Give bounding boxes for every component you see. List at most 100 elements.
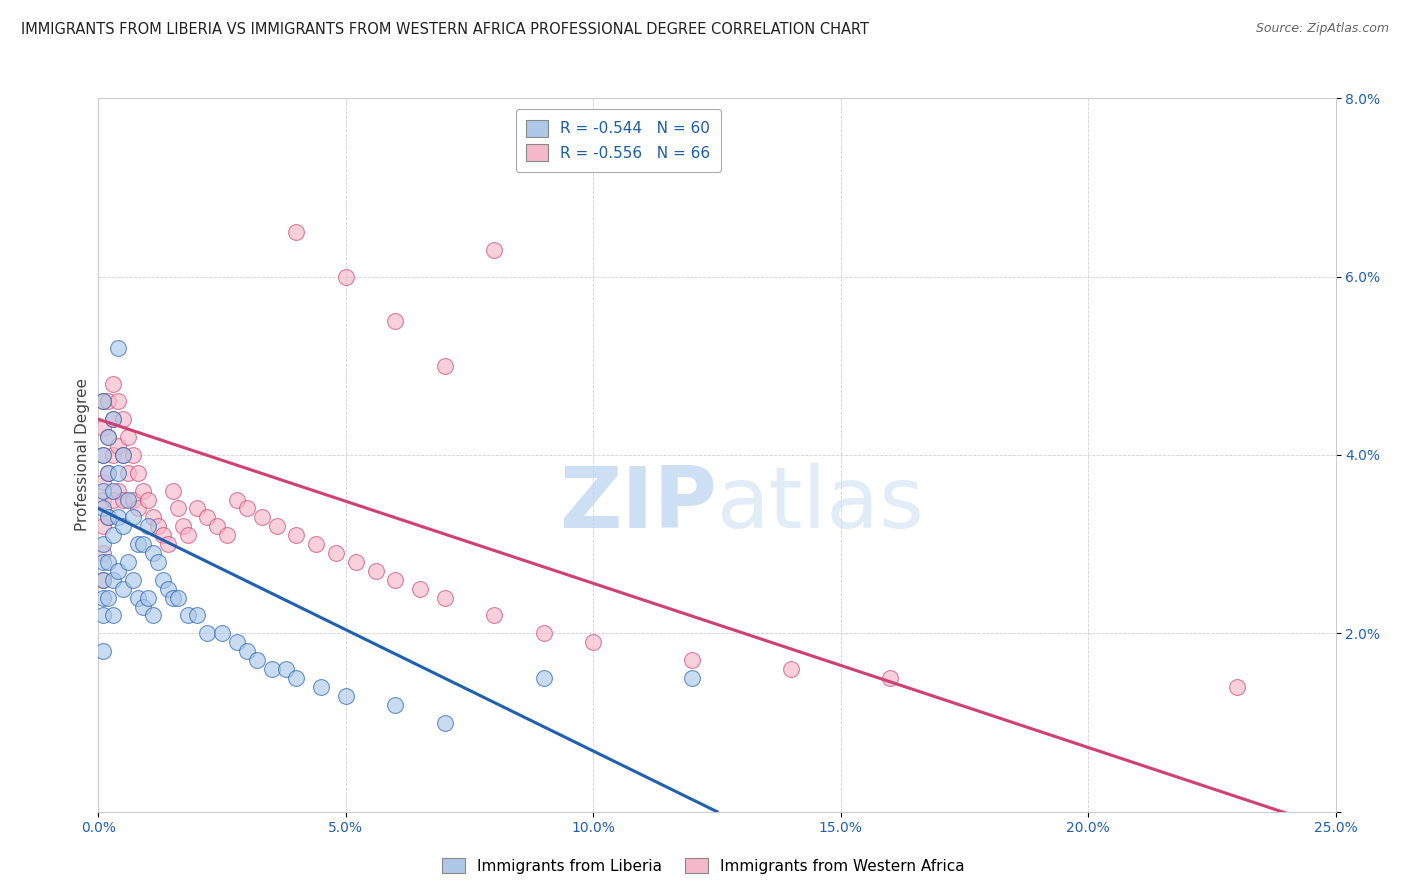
Point [325, 546, 347, 560]
Point [681, 653, 703, 667]
Point [176, 528, 198, 542]
Point [260, 662, 283, 676]
Point [117, 492, 139, 507]
Point [152, 528, 174, 542]
Point [93, 573, 115, 587]
Point [533, 671, 555, 685]
Point [122, 492, 145, 507]
Point [285, 671, 308, 685]
Point [93, 483, 115, 498]
Point [309, 680, 332, 694]
Point [335, 689, 357, 703]
Point [780, 662, 803, 676]
Point [103, 412, 125, 426]
Point [211, 626, 233, 640]
Point [409, 582, 432, 596]
Point [93, 591, 115, 605]
Point [384, 698, 406, 712]
Point [186, 608, 208, 623]
Point [162, 483, 184, 498]
Point [172, 519, 194, 533]
Point [93, 501, 115, 516]
Point [103, 483, 125, 498]
Point [136, 492, 159, 507]
Point [246, 653, 269, 667]
Point [136, 591, 159, 605]
Point [107, 439, 129, 453]
Point [122, 448, 145, 462]
Point [107, 510, 129, 524]
Point [112, 412, 135, 426]
Point [93, 475, 115, 489]
Point [103, 608, 125, 623]
Point [433, 715, 456, 730]
Point [107, 341, 129, 355]
Point [132, 483, 155, 498]
Point [103, 448, 125, 462]
Point [226, 492, 249, 507]
Point [97, 466, 120, 480]
Point [433, 359, 456, 373]
Text: ZIP: ZIP [560, 463, 717, 547]
Point [93, 537, 115, 551]
Point [122, 510, 145, 524]
Point [117, 555, 139, 569]
Point [205, 519, 228, 533]
Point [103, 528, 125, 542]
Point [103, 412, 125, 426]
Point [176, 608, 198, 623]
Point [132, 537, 155, 551]
Point [484, 608, 506, 623]
Point [879, 671, 901, 685]
Point [127, 591, 149, 605]
Point [236, 501, 259, 516]
Point [97, 510, 120, 524]
Text: IMMIGRANTS FROM LIBERIA VS IMMIGRANTS FROM WESTERN AFRICA PROFESSIONAL DEGREE CO: IMMIGRANTS FROM LIBERIA VS IMMIGRANTS FR… [21, 22, 869, 37]
Point [93, 519, 115, 533]
Legend: Immigrants from Liberia, Immigrants from Western Africa: Immigrants from Liberia, Immigrants from… [436, 852, 970, 880]
Point [93, 492, 115, 507]
Point [93, 608, 115, 623]
Point [93, 421, 115, 435]
Point [285, 528, 308, 542]
Point [285, 225, 308, 239]
Point [533, 626, 555, 640]
Point [93, 546, 115, 560]
Point [217, 528, 239, 542]
Point [146, 519, 169, 533]
Point [97, 510, 120, 524]
Point [103, 573, 125, 587]
Point [112, 492, 135, 507]
Point [681, 671, 703, 685]
Point [93, 394, 115, 409]
Point [127, 501, 149, 516]
Point [136, 519, 159, 533]
Point [195, 510, 218, 524]
Point [152, 573, 174, 587]
Point [1226, 680, 1249, 694]
Point [97, 430, 120, 444]
Point [266, 519, 288, 533]
Point [127, 537, 149, 551]
Text: atlas: atlas [717, 463, 925, 547]
Point [384, 573, 406, 587]
Point [250, 510, 273, 524]
Legend: R = -0.544   N = 60, R = -0.556   N = 66: R = -0.544 N = 60, R = -0.556 N = 66 [516, 110, 721, 171]
Point [97, 591, 120, 605]
Point [156, 582, 179, 596]
Point [93, 644, 115, 658]
Point [107, 394, 129, 409]
Point [112, 519, 135, 533]
Point [97, 394, 120, 409]
Point [93, 394, 115, 409]
Point [93, 448, 115, 462]
Point [132, 599, 155, 614]
Point [186, 501, 208, 516]
Point [93, 555, 115, 569]
Point [93, 448, 115, 462]
Point [166, 501, 188, 516]
Point [117, 430, 139, 444]
Point [195, 626, 218, 640]
Point [103, 376, 125, 391]
Point [103, 492, 125, 507]
